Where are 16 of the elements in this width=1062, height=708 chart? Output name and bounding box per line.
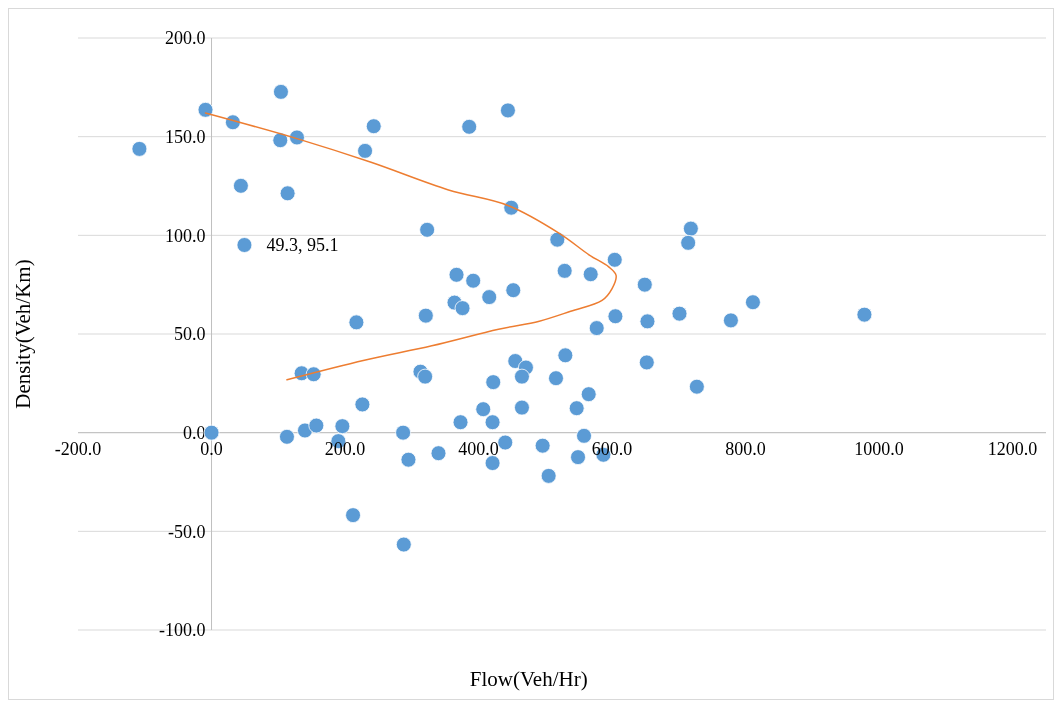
x-tick-label: 600.0 [591,438,633,459]
x-tick-label: 400.0 [458,438,499,459]
x-tick-label: -200.0 [54,438,102,459]
y-tick-label: -50.0 [168,521,206,542]
y-tick-label: 50.0 [174,324,206,345]
y-tick-label: 200.0 [165,28,206,49]
x-tick-label: 800.0 [725,438,766,459]
y-tick-label: 150.0 [165,126,206,147]
x-axis-title: Flow(Veh/Hr) [469,667,588,691]
y-tick-label: 100.0 [165,225,206,246]
annotation: 49.3, 95.1 [266,235,339,256]
y-tick-label: -100.0 [159,620,206,641]
x-tick-label: 200.0 [324,438,366,459]
x-tick-label: 1000.0 [854,438,904,459]
x-tick-label: 1200.0 [987,438,1038,459]
y-axis-title: Density(Veh/Km) [11,259,35,409]
